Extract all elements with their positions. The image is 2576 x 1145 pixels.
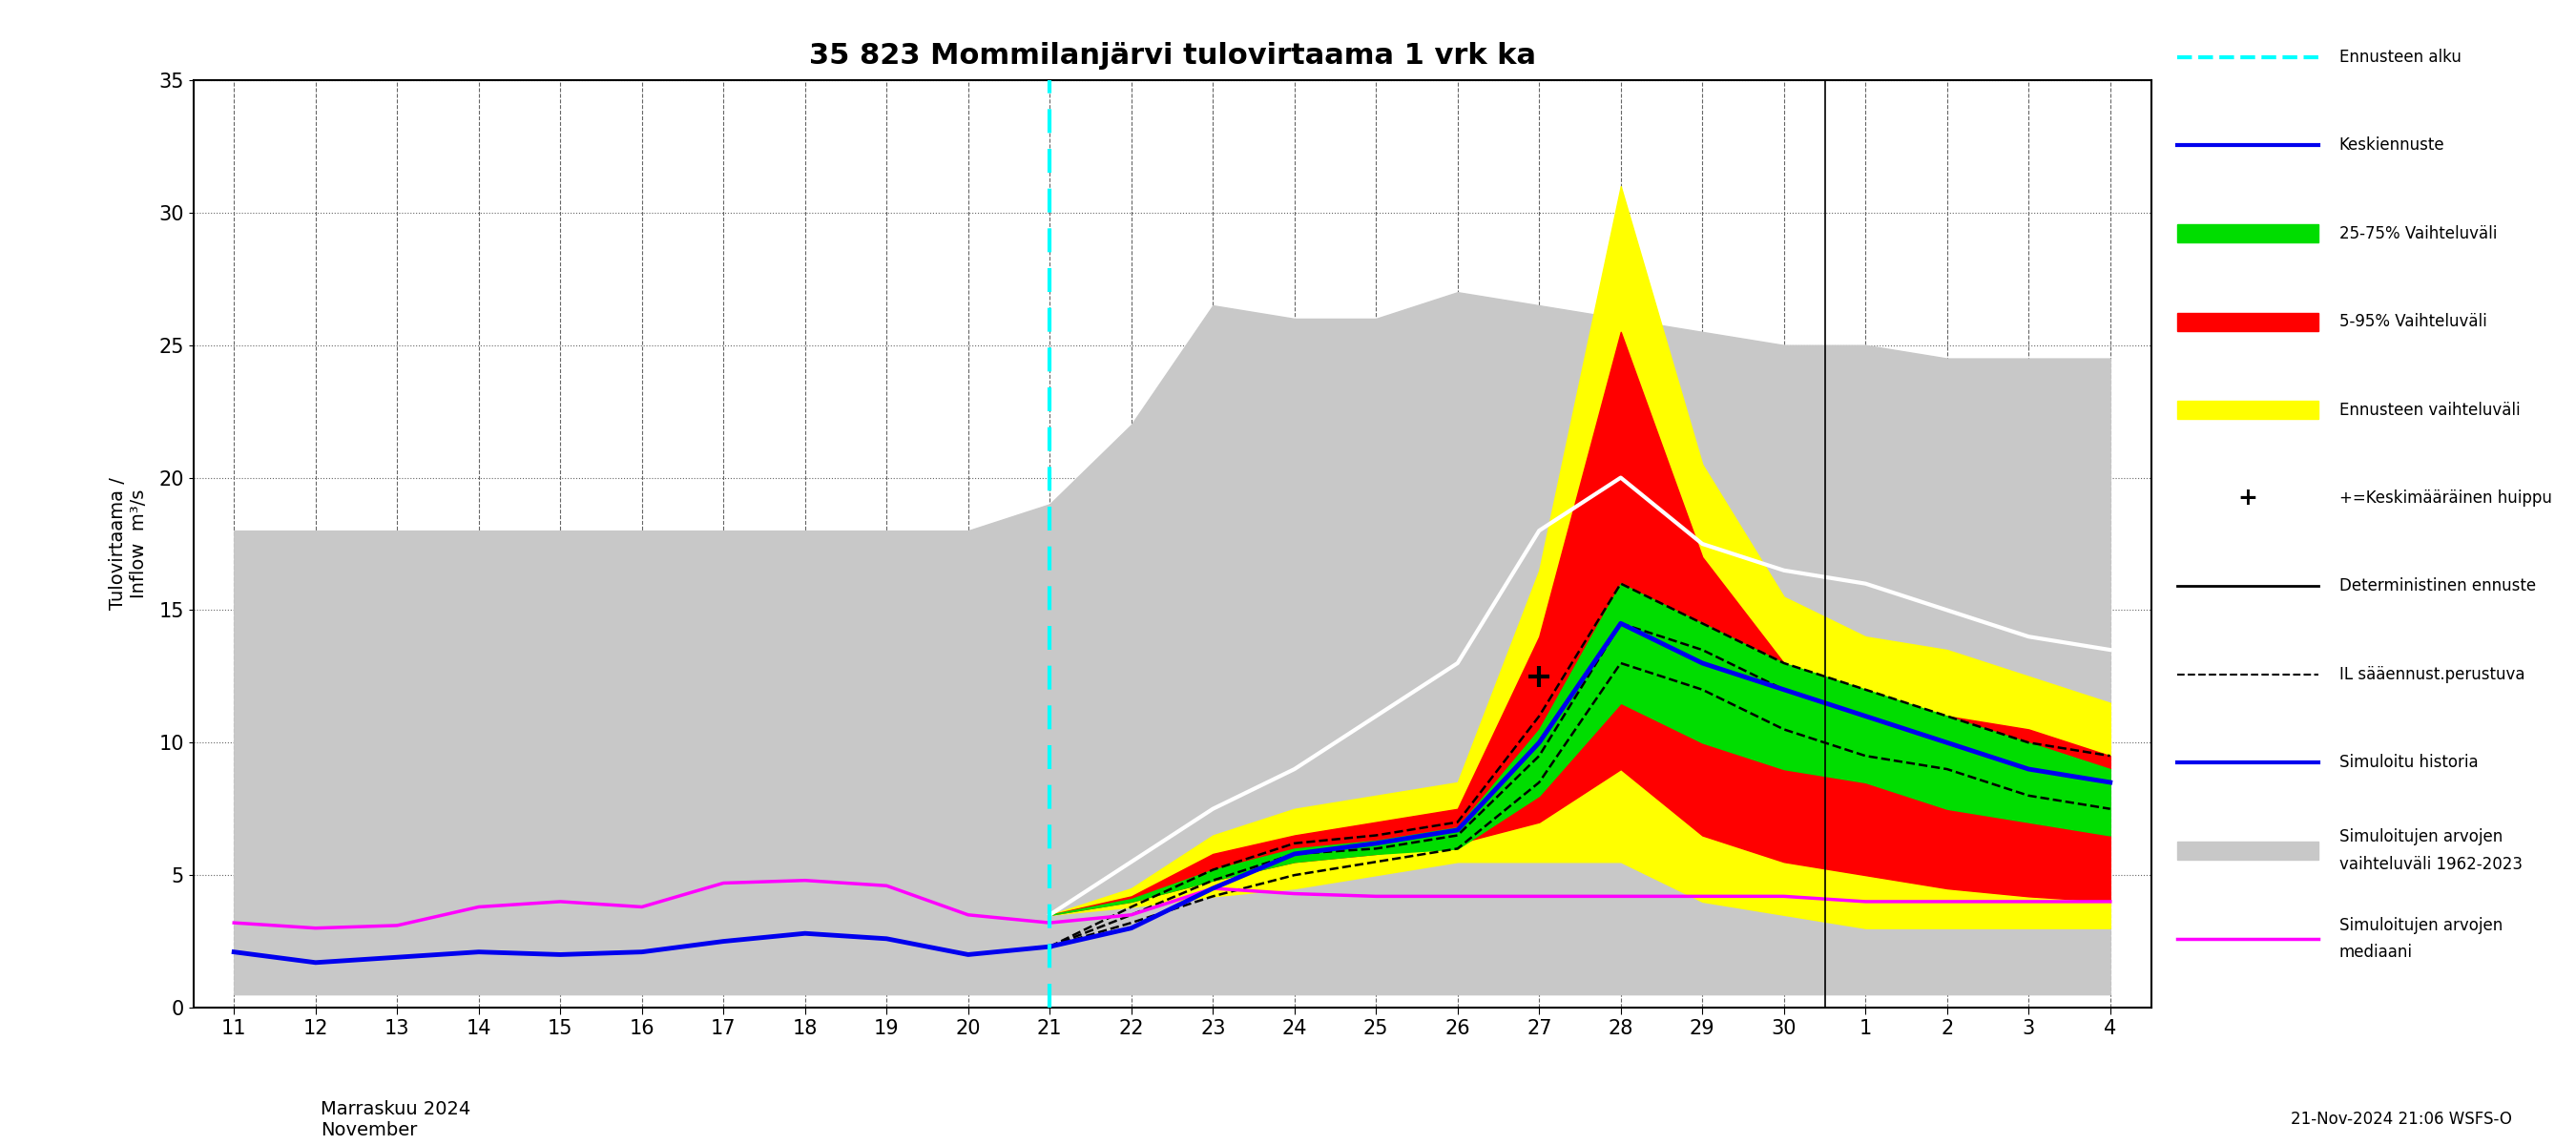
Text: Marraskuu 2024
November: Marraskuu 2024 November	[319, 1100, 471, 1139]
Text: Ennusteen vaihteluväli: Ennusteen vaihteluväli	[2339, 402, 2519, 419]
Text: +: +	[2239, 487, 2257, 510]
Text: IL sääennust.perustuva: IL sääennust.perustuva	[2339, 666, 2524, 682]
Text: Simuloitujen arvojen: Simuloitujen arvojen	[2339, 829, 2501, 845]
Text: vaihteluväli 1962-2023: vaihteluväli 1962-2023	[2339, 856, 2522, 872]
Text: 21-Nov-2024 21:06 WSFS-O: 21-Nov-2024 21:06 WSFS-O	[2290, 1111, 2512, 1128]
Text: 25-75% Vaihteluväli: 25-75% Vaihteluväli	[2339, 224, 2496, 243]
Text: Simuloitu historia: Simuloitu historia	[2339, 755, 2478, 772]
Text: Ennusteen alku: Ennusteen alku	[2339, 48, 2460, 65]
Text: Keskiennuste: Keskiennuste	[2339, 137, 2445, 155]
Text: +​=Keskimääräinen huippu: +​=Keskimääräinen huippu	[2339, 490, 2553, 506]
Text: mediaani: mediaani	[2339, 943, 2414, 962]
Title: 35 823 Mommilanjärvi tulovirtaama 1 vrk ka: 35 823 Mommilanjärvi tulovirtaama 1 vrk …	[809, 42, 1535, 70]
Text: Simuloitujen arvojen: Simuloitujen arvojen	[2339, 916, 2501, 934]
Text: Deterministinen ennuste: Deterministinen ennuste	[2339, 577, 2535, 595]
Text: 5-95% Vaihteluväli: 5-95% Vaihteluväli	[2339, 313, 2486, 330]
Y-axis label: Tulovirtaama /
Inflow  m³/s: Tulovirtaama / Inflow m³/s	[108, 477, 147, 610]
